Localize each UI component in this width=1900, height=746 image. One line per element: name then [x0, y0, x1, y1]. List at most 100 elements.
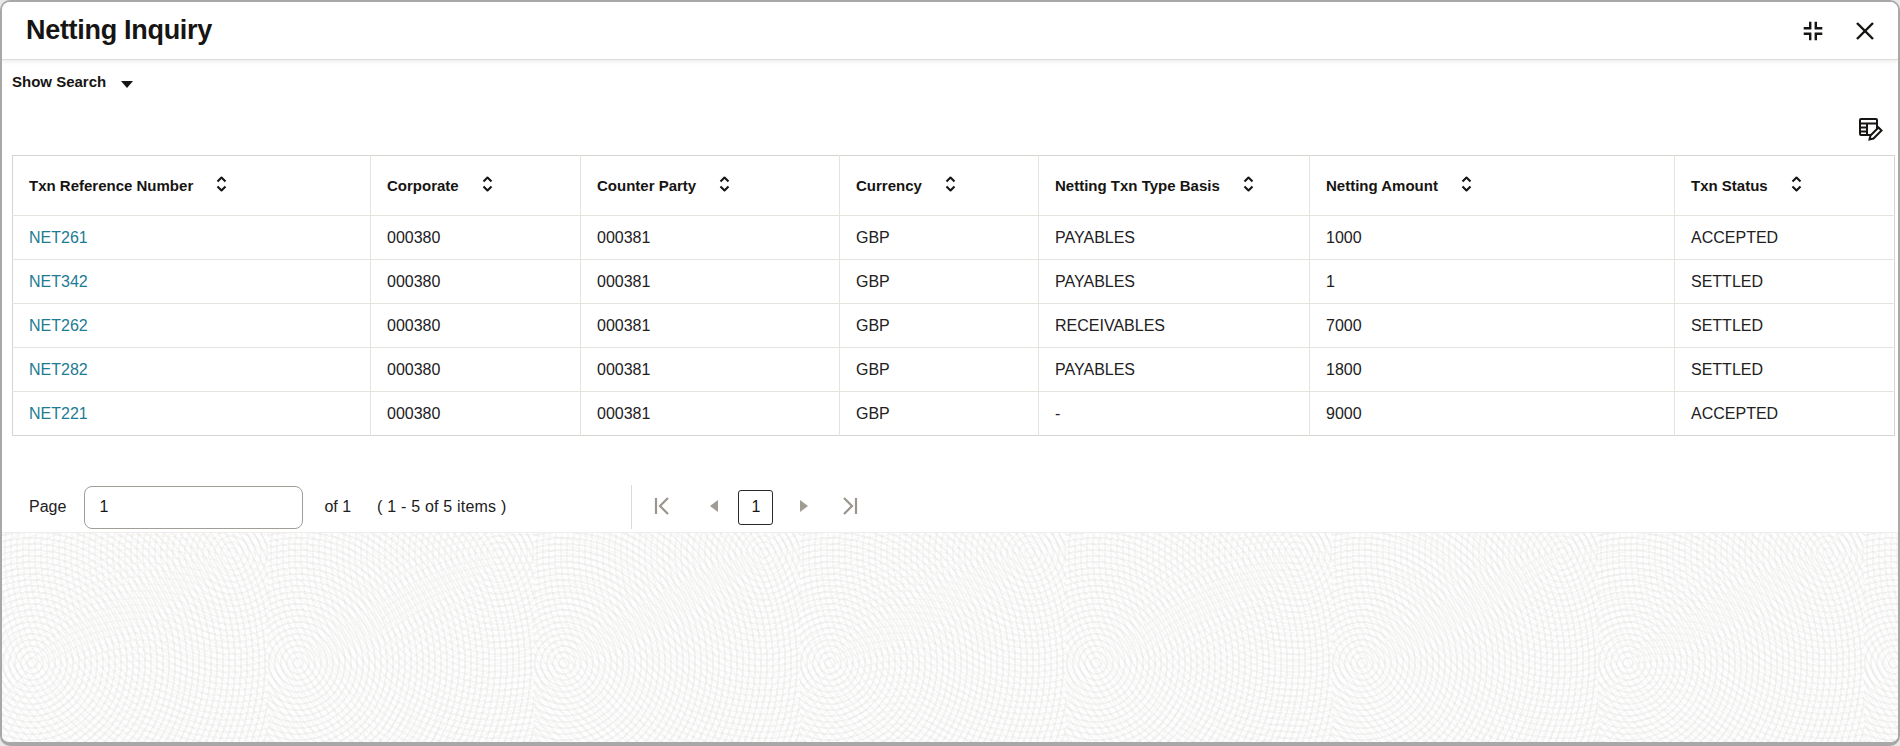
collapse-button[interactable] — [1798, 16, 1828, 46]
edit-table-icon — [1856, 114, 1886, 144]
column-header-txn-status[interactable]: Txn Status — [1675, 156, 1895, 216]
table-head: Txn Reference Number Corporate Counter Par… — [13, 156, 1895, 216]
table-body: NET261000380000381GBPPAYABLES1000ACCEPTE… — [13, 216, 1895, 436]
cell-netting-amount: 7000 — [1310, 304, 1675, 348]
page-title: Netting Inquiry — [26, 15, 212, 46]
previous-page-icon — [708, 498, 720, 517]
cell-netting-amount: 1 — [1310, 260, 1675, 304]
column-header-currency[interactable]: Currency — [840, 156, 1039, 216]
table-row: NET221 000380000381GBP-9000ACCEPTED — [13, 392, 1895, 436]
close-icon — [1853, 19, 1877, 43]
current-page-box[interactable]: 1 — [738, 490, 773, 525]
edit-table-button[interactable] — [1856, 114, 1886, 144]
last-page-icon — [838, 496, 860, 519]
netting-table: Txn Reference Number Corporate Counter Par… — [12, 155, 1895, 436]
cell-currency: GBP — [840, 392, 1039, 436]
column-header-counter-party[interactable]: Counter Party — [581, 156, 840, 216]
column-label: Currency — [856, 177, 922, 194]
grid-toolbar — [1856, 114, 1886, 144]
cell-corporate: 000380 — [371, 348, 581, 392]
column-header-netting-txn-type-basis[interactable]: Netting Txn Type Basis — [1039, 156, 1310, 216]
cell-txn-reference-number: NET221 — [13, 392, 371, 436]
sort-up-down-icon — [944, 175, 957, 196]
cell-corporate: 000380 — [371, 304, 581, 348]
cell-txn-reference-number: NET282 — [13, 348, 371, 392]
next-page-button[interactable] — [798, 498, 810, 517]
column-label: Txn Reference Number — [29, 177, 193, 194]
show-search-label: Show Search — [12, 73, 106, 90]
sort-up-down-icon — [215, 175, 228, 196]
txn-reference-link[interactable]: NET282 — [29, 361, 88, 378]
cell-counter-party: 000381 — [581, 348, 840, 392]
first-page-button[interactable] — [652, 496, 674, 519]
cell-txn-status: SETTLED — [1675, 304, 1895, 348]
titlebar-actions — [1798, 2, 1880, 60]
sort-up-down-icon — [1790, 175, 1803, 196]
column-label: Netting Txn Type Basis — [1055, 177, 1220, 194]
page-number-input[interactable] — [84, 486, 303, 529]
column-header-txn-reference-number[interactable]: Txn Reference Number — [13, 156, 371, 216]
header-row: Txn Reference Number Corporate Counter Par… — [13, 156, 1895, 216]
table-row: NET342 000380000381GBPPAYABLES1SETTLED — [13, 260, 1895, 304]
column-label: Corporate — [387, 177, 459, 194]
column-header-corporate[interactable]: Corporate — [371, 156, 581, 216]
netting-inquiry-dialog: Netting Inquiry — [0, 0, 1900, 746]
cell-counter-party: 000381 — [581, 260, 840, 304]
table-row: NET282 000380000381GBPPAYABLES1800SETTLED — [13, 348, 1895, 392]
cell-txn-reference-number: NET342 — [13, 260, 371, 304]
txn-reference-link[interactable]: NET342 — [29, 273, 88, 290]
cell-counter-party: 000381 — [581, 216, 840, 260]
table-container: Txn Reference Number Corporate Counter Par… — [12, 155, 1895, 436]
page-count-label: of 1 — [324, 498, 351, 516]
pagination-bar: Page of 1 ( 1 - 5 of 5 items ) 1 — [12, 485, 860, 529]
first-page-icon — [652, 496, 674, 519]
previous-page-button[interactable] — [708, 498, 720, 517]
cell-counter-party: 000381 — [581, 392, 840, 436]
collapse-icon — [1800, 18, 1826, 44]
sort-up-down-icon — [1242, 175, 1255, 196]
cell-currency: GBP — [840, 216, 1039, 260]
cell-corporate: 000380 — [371, 216, 581, 260]
cell-netting-amount: 1000 — [1310, 216, 1675, 260]
page-label: Page — [29, 498, 66, 516]
items-summary: ( 1 - 5 of 5 items ) — [377, 498, 506, 516]
cell-netting-txn-type-basis: PAYABLES — [1039, 348, 1310, 392]
txn-reference-link[interactable]: NET261 — [29, 229, 88, 246]
sort-up-down-icon — [481, 175, 494, 196]
cell-netting-amount: 1800 — [1310, 348, 1675, 392]
cell-counter-party: 000381 — [581, 304, 840, 348]
cell-netting-amount: 9000 — [1310, 392, 1675, 436]
cell-currency: GBP — [840, 348, 1039, 392]
close-button[interactable] — [1850, 16, 1880, 46]
cell-txn-status: ACCEPTED — [1675, 392, 1895, 436]
txn-reference-link[interactable]: NET262 — [29, 317, 88, 334]
show-search-toggle[interactable]: Show Search — [12, 70, 134, 92]
cell-txn-reference-number: NET261 — [13, 216, 371, 260]
sort-up-down-icon — [718, 175, 731, 196]
cell-netting-txn-type-basis: PAYABLES — [1039, 216, 1310, 260]
cell-currency: GBP — [840, 260, 1039, 304]
column-header-netting-amount[interactable]: Netting Amount — [1310, 156, 1675, 216]
pagination-divider — [631, 485, 632, 529]
last-page-button[interactable] — [838, 496, 860, 519]
cell-corporate: 000380 — [371, 260, 581, 304]
cell-txn-status: SETTLED — [1675, 260, 1895, 304]
cell-corporate: 000380 — [371, 392, 581, 436]
column-label: Txn Status — [1691, 177, 1768, 194]
chevron-down-icon — [120, 75, 134, 92]
dialog-titlebar: Netting Inquiry — [2, 2, 1898, 60]
next-page-icon — [798, 498, 810, 517]
cell-txn-reference-number: NET262 — [13, 304, 371, 348]
table-row: NET261 000380000381GBPPAYABLES1000ACCEPTE… — [13, 216, 1895, 260]
background-watermark — [2, 532, 1898, 742]
sort-up-down-icon — [1460, 175, 1473, 196]
column-label: Netting Amount — [1326, 177, 1438, 194]
cell-txn-status: ACCEPTED — [1675, 216, 1895, 260]
cell-netting-txn-type-basis: - — [1039, 392, 1310, 436]
column-label: Counter Party — [597, 177, 696, 194]
cell-txn-status: SETTLED — [1675, 348, 1895, 392]
cell-currency: GBP — [840, 304, 1039, 348]
txn-reference-link[interactable]: NET221 — [29, 405, 88, 422]
table-row: NET262000380000381GBPRECEIVABLES7000SETT… — [13, 304, 1895, 348]
cell-netting-txn-type-basis: PAYABLES — [1039, 260, 1310, 304]
